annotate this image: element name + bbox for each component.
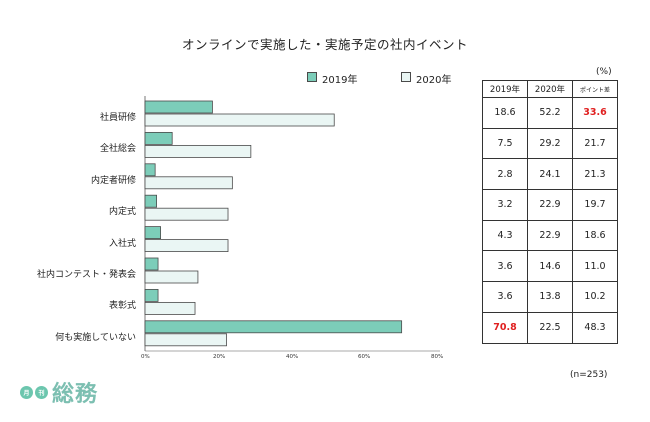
x-tick-label: 40%: [286, 354, 299, 360]
x-tick-label: 60%: [358, 354, 371, 360]
table-header-row: 2019年 2020年 ポイント差: [482, 80, 618, 98]
table-cell: 4.3: [482, 219, 528, 252]
bar-2019年-何も実施していない: [144, 320, 403, 334]
table-cell: 22.5: [527, 311, 573, 344]
table-cell: 52.2: [527, 97, 573, 129]
table-cell: 7.5: [482, 127, 528, 160]
bar-2019年-内定式: [144, 194, 158, 208]
x-tick-label: 80%: [431, 354, 444, 360]
table-cell: 3.2: [482, 189, 528, 221]
table-cell: 19.7: [572, 189, 618, 221]
table-cell: 10.2: [572, 281, 618, 313]
table-cell: 3.6: [482, 250, 528, 283]
table-header: ポイント差: [572, 80, 618, 98]
table-cell-highlight: 70.8: [482, 311, 528, 344]
legend-swatch-2020: [401, 72, 411, 82]
logo: 月 刊 総務: [20, 376, 98, 408]
bar-2019年-全社総会: [144, 131, 173, 145]
table-row: 18.6 52.2 33.6: [482, 97, 618, 129]
bar-2019年-表彰式: [144, 288, 159, 302]
bar-2020年-社員研修: [144, 113, 335, 127]
table-row: 70.8 22.5 48.3: [482, 311, 618, 344]
category-label: 社内コンテスト・発表会: [36, 270, 136, 280]
table-cell: 24.1: [527, 158, 573, 191]
table-row: 4.3 22.9 18.6: [482, 219, 618, 252]
table-row: 7.5 29.2 21.7: [482, 127, 618, 160]
chart-title: オンラインで実施した・実施予定の社内イベント: [181, 37, 468, 52]
table-header: 2020年: [527, 80, 573, 98]
table-cell: 48.3: [572, 311, 618, 344]
table-cell: 22.9: [527, 219, 573, 252]
logo-text: 総務: [52, 382, 99, 407]
category-label: 表彰式: [108, 301, 136, 311]
table-cell-highlight: 33.6: [572, 97, 618, 129]
table-cell: 29.2: [527, 127, 573, 160]
table-cell: 11.0: [572, 250, 618, 283]
bar-2020年-表彰式: [144, 301, 196, 315]
bar-2019年-社内コンテスト・発表会: [144, 257, 159, 271]
category-label: 内定者研修: [90, 176, 136, 186]
unit-label: (%): [596, 67, 612, 77]
table-cell: 13.8: [527, 281, 573, 313]
sample-size-note: (n=253): [570, 370, 608, 380]
bar-2020年-内定式: [144, 207, 229, 221]
data-table: 2019年 2020年 ポイント差 18.6 52.2 33.6 7.5 29.…: [482, 80, 618, 344]
table-row: 3.6 14.6 11.0: [482, 250, 618, 283]
table-cell: 21.7: [572, 127, 618, 160]
table-cell: 21.3: [572, 158, 618, 191]
table-cell: 3.6: [482, 281, 528, 313]
category-label: 社員研修: [99, 113, 136, 123]
bar-2020年-内定者研修: [144, 176, 233, 190]
bar-2020年-何も実施していない: [144, 333, 227, 347]
legend-label-2020: 2020年: [416, 75, 452, 86]
category-label: 内定式: [108, 207, 136, 217]
logo-badge: 刊: [35, 385, 48, 399]
table-header: 2019年: [482, 80, 528, 98]
bar-2020年-全社総会: [144, 144, 252, 158]
bar-2019年-内定者研修: [144, 163, 156, 177]
x-tick-label: 0%: [141, 354, 150, 360]
x-tick-label: 20%: [213, 354, 226, 360]
table-cell: 2.8: [482, 158, 528, 191]
category-label: 入社式: [108, 239, 136, 249]
bar-2020年-入社式: [144, 239, 229, 253]
legend-label-2019: 2019年: [322, 75, 358, 86]
table-cell: 18.6: [482, 97, 528, 129]
table-cell: 14.6: [527, 250, 573, 283]
category-label: 全社総会: [99, 144, 136, 154]
table-row: 2.8 24.1 21.3: [482, 158, 618, 191]
table-cell: 18.6: [572, 219, 618, 252]
bar-2020年-社内コンテスト・発表会: [144, 270, 199, 284]
category-label: 何も実施していない: [55, 333, 136, 343]
table-cell: 22.9: [527, 189, 573, 221]
bar-2019年-社員研修: [144, 100, 213, 114]
table-row: 3.2 22.9 19.7: [482, 189, 618, 221]
legend-swatch-2019: [307, 72, 317, 82]
bar-2019年-入社式: [144, 226, 161, 240]
logo-badge: 月: [20, 385, 33, 399]
table-row: 3.6 13.8 10.2: [482, 281, 618, 313]
